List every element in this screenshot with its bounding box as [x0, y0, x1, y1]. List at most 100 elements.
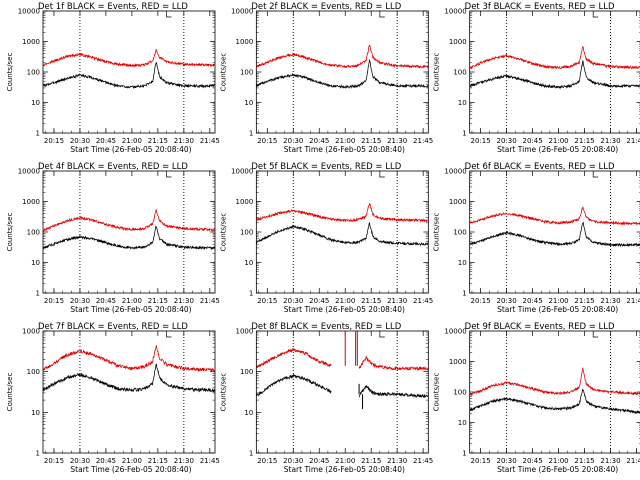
panel-6: Det 6f BLACK = Events, RED = LLD 1 10 100 10…	[433, 162, 640, 314]
x-axis-label: Start Time (26-Feb-05 20:08:40)	[497, 145, 618, 154]
x-tick-label: 21:00	[548, 297, 568, 305]
x-axis-label: Start Time (26-Feb-05 20:08:40)	[284, 465, 405, 474]
x-tick-label: 20:30	[70, 457, 90, 465]
x-tick-label: 21:15	[148, 457, 168, 465]
panel-title: Det 3f BLACK = Events, RED = LLD	[465, 2, 615, 12]
x-tick-label: 21:15	[574, 457, 594, 465]
x-tick-label: 21:00	[548, 137, 568, 145]
panel-title: Det 7f BLACK = Events, RED = LLD	[38, 322, 188, 332]
y-tick-label: 10	[31, 409, 40, 417]
x-tick-label: 21:00	[122, 457, 142, 465]
x-tick-label: 20:15	[44, 457, 64, 465]
y-axis-label: Counts/sec	[433, 213, 441, 252]
y-tick-label: 1	[249, 290, 253, 298]
y-tick-label: 100	[240, 69, 253, 77]
y-axis-label: Counts/sec	[219, 213, 227, 252]
panel-8: Det 8f BLACK = Events, RED = LLD 1 10 100 10…	[219, 322, 433, 474]
x-tick-label: 20:45	[309, 297, 329, 305]
events-curve	[256, 222, 429, 247]
x-tick-label: 20:15	[471, 137, 491, 145]
x-tick-label: 20:45	[522, 457, 542, 465]
plot-area	[469, 46, 640, 90]
lld-curve	[43, 208, 215, 233]
y-tick-label: 10000	[444, 168, 466, 176]
panel-2: Det 2f BLACK = Events, RED = LLD 1 10 100 10…	[219, 2, 433, 154]
plot-area	[43, 345, 215, 393]
plot-area	[469, 367, 640, 415]
y-tick-label: 10000	[231, 168, 253, 176]
y-tick-label: 10	[458, 99, 467, 107]
y-tick-label: 10000	[231, 8, 253, 16]
x-tick-label: 21:00	[122, 297, 142, 305]
y-tick-label: 1000	[449, 38, 467, 46]
x-tick-label: 20:30	[70, 137, 90, 145]
x-tick-label: 21:30	[387, 137, 407, 145]
x-axis-label: Start Time (26-Feb-05 20:08:40)	[284, 145, 405, 154]
y-tick-label: 1	[462, 450, 466, 458]
y-tick-label: 1000	[449, 358, 467, 366]
plot-area	[256, 202, 429, 247]
events-curve	[256, 58, 429, 90]
x-tick-label: 21:15	[574, 137, 594, 145]
plot-frame	[469, 10, 640, 134]
x-tick-label: 21:00	[122, 137, 142, 145]
y-tick-label: 10000	[18, 168, 40, 176]
y-ticks	[43, 170, 215, 294]
panel-title: Det 9f BLACK = Events, RED = LLD	[465, 322, 615, 332]
x-tick-label: 21:30	[600, 137, 620, 145]
y-tick-label: 1	[36, 290, 40, 298]
x-tick-label: 20:45	[96, 457, 116, 465]
y-tick-label: 10	[244, 409, 253, 417]
plot-frame	[42, 330, 216, 454]
y-tick-label: 100	[27, 229, 40, 237]
plot-frame	[255, 10, 429, 134]
x-tick-label: 20:45	[309, 137, 329, 145]
x-tick-label: 20:30	[283, 297, 303, 305]
lld-curve	[256, 347, 429, 372]
plot-area	[256, 44, 429, 90]
plot-frame	[42, 10, 216, 134]
panel-title: Det 6f BLACK = Events, RED = LLD	[465, 162, 615, 172]
y-tick-label: 100	[453, 389, 466, 397]
plot-frame	[255, 170, 429, 294]
y-tick-label: 1000	[236, 38, 254, 46]
panel-title: Det 5f BLACK = Events, RED = LLD	[251, 162, 401, 172]
x-tick-label: 21:45	[200, 137, 220, 145]
y-axis-label: Counts/sec	[219, 373, 227, 412]
y-ticks	[256, 10, 429, 134]
x-tick-label: 20:30	[497, 297, 517, 305]
x-tick-label: 20:30	[497, 137, 517, 145]
y-tick-label: 1000	[236, 328, 254, 336]
x-tick-label: 21:00	[548, 457, 568, 465]
y-tick-label: 1000	[22, 38, 40, 46]
y-axis-label: Counts/sec	[6, 373, 14, 412]
x-tick-label: 20:45	[96, 137, 116, 145]
plot-area	[469, 206, 640, 248]
y-tick-label: 1000	[22, 198, 40, 206]
panel-3: Det 3f BLACK = Events, RED = LLD 1 10 100 10…	[433, 2, 640, 154]
x-tick-label: 21:30	[174, 457, 194, 465]
y-tick-label: 1	[462, 130, 466, 138]
y-tick-label: 100	[453, 229, 466, 237]
x-tick-label: 20:15	[44, 297, 64, 305]
x-tick-label: 20:30	[283, 137, 303, 145]
x-tick-label: 21:45	[200, 297, 220, 305]
x-tick-label: 21:30	[387, 457, 407, 465]
plot-frame	[469, 170, 640, 294]
y-tick-label: 1	[249, 450, 253, 458]
x-tick-label: 20:45	[522, 137, 542, 145]
y-tick-label: 10	[458, 419, 467, 427]
lld-curve	[43, 48, 215, 68]
plot-area	[43, 48, 215, 89]
y-tick-label: 1000	[22, 328, 40, 336]
x-tick-label: 20:15	[471, 297, 491, 305]
y-tick-label: 1	[249, 130, 253, 138]
y-ticks	[43, 10, 215, 134]
interval-bracket	[379, 11, 385, 18]
y-tick-label: 1000	[236, 198, 254, 206]
x-tick-label: 21:00	[335, 297, 355, 305]
plot-frame	[42, 170, 216, 294]
y-tick-label: 10000	[18, 8, 40, 16]
x-tick-label: 21:45	[413, 297, 433, 305]
